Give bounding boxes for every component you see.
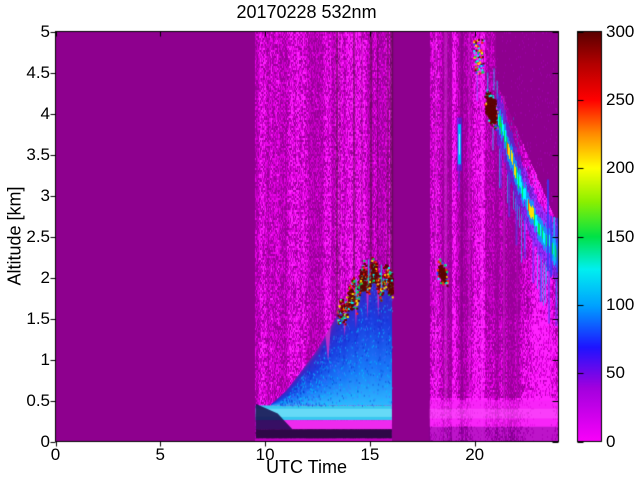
colorbar-tick-label: 300 — [606, 21, 635, 41]
x-axis-label: UTC Time — [266, 457, 347, 477]
colorbar-tick-label: 150 — [606, 226, 635, 246]
y-tick-label: 0 — [40, 431, 50, 451]
y-tick-label: 0.5 — [26, 390, 50, 410]
colorbar-tick-label: 50 — [606, 363, 625, 383]
colorbar-tick-label: 0 — [606, 431, 616, 451]
colorbar-tick-label: 250 — [606, 89, 635, 109]
x-tick-label: 10 — [255, 445, 275, 464]
x-tick-label: 0 — [50, 445, 61, 464]
y-tick-label: 5 — [40, 21, 50, 41]
y-tick-label: 3 — [40, 185, 50, 205]
x-tick-label: 20 — [465, 445, 485, 464]
y-tick-label: 4.5 — [26, 62, 50, 82]
x-tick-label: 15 — [360, 445, 380, 464]
x-tick-label: 5 — [155, 445, 166, 464]
colorbar-tick-label: 200 — [606, 158, 635, 178]
plot-title: 20170228 532nm — [236, 2, 377, 22]
y-tick-label: 2 — [40, 267, 50, 287]
y-tick-label: 2.5 — [26, 226, 50, 246]
y-tick-label: 1.5 — [26, 308, 50, 328]
colorbar-tick-label: 100 — [606, 294, 635, 314]
y-tick-label: 3.5 — [26, 144, 50, 164]
y-tick-label: 4 — [40, 103, 50, 123]
y-tick-label: 1 — [40, 349, 50, 369]
